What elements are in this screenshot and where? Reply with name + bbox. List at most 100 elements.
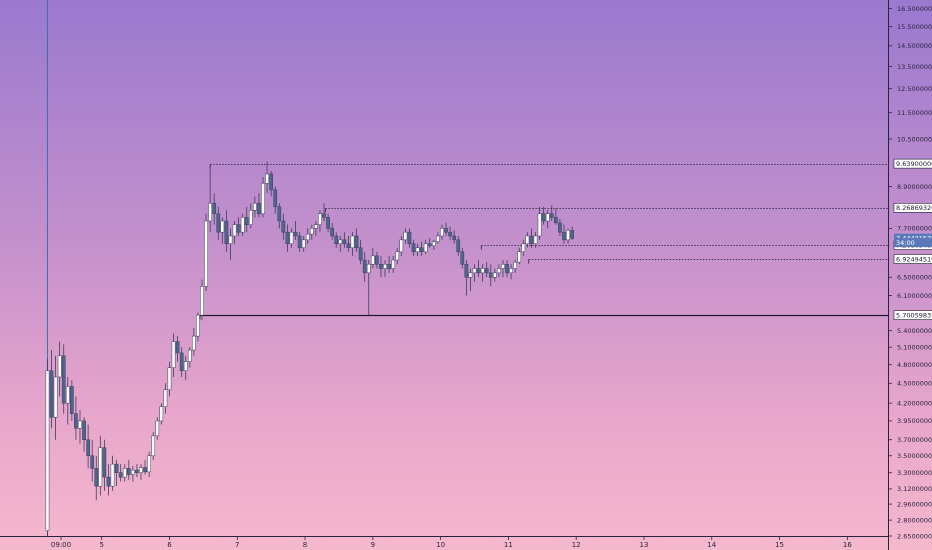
candle — [452, 230, 457, 244]
candle — [488, 264, 493, 287]
level-tag-label: 8.26869320 — [896, 204, 932, 212]
candle — [82, 417, 86, 452]
candle — [334, 232, 339, 248]
candle — [151, 432, 156, 460]
candle-body — [53, 376, 58, 418]
candle — [570, 226, 574, 240]
candle — [277, 203, 282, 229]
candle — [472, 264, 477, 282]
candle — [501, 260, 505, 278]
candle — [261, 177, 265, 218]
candle-body — [114, 463, 119, 473]
candle-body — [379, 263, 383, 269]
time-tick-label: 8 — [303, 541, 307, 549]
price-tick-label: 4.80000000 — [897, 361, 932, 369]
candle-body — [480, 268, 485, 274]
candle-body — [57, 355, 62, 378]
candle-body — [167, 367, 172, 391]
candle — [228, 228, 233, 261]
candle — [200, 279, 204, 321]
candle-body — [436, 235, 440, 243]
candle — [102, 439, 107, 491]
candle-body — [253, 203, 257, 211]
candle-body — [444, 228, 448, 233]
candle-body — [179, 352, 184, 372]
candle-body — [501, 263, 505, 269]
candle-body — [135, 469, 139, 473]
candle — [114, 459, 119, 487]
candle-body — [468, 272, 473, 278]
candle-body — [330, 228, 335, 237]
candle — [248, 203, 253, 229]
candle — [265, 161, 269, 194]
candle — [366, 260, 371, 316]
candle-body — [338, 239, 343, 245]
candle-body — [70, 386, 74, 414]
candle-body — [358, 247, 363, 261]
candle — [163, 383, 168, 414]
candle — [314, 221, 318, 236]
candle-body — [159, 406, 164, 422]
candle — [415, 243, 420, 256]
candle-body — [322, 213, 326, 218]
candle — [53, 355, 58, 440]
candle — [131, 465, 135, 482]
candle-body — [553, 217, 558, 224]
candle — [427, 237, 432, 248]
candle-body — [82, 420, 86, 440]
price-tick-label: 5.10000000 — [897, 344, 932, 352]
candle — [90, 439, 95, 482]
candle — [497, 264, 501, 278]
candle-body — [362, 259, 367, 274]
candle-body — [549, 213, 554, 218]
candle-body — [147, 455, 151, 473]
candle-body — [399, 239, 404, 253]
candle — [318, 210, 322, 233]
candle-body — [497, 268, 501, 274]
candle-body — [200, 286, 204, 316]
candle — [183, 355, 188, 381]
candle-body — [391, 259, 396, 269]
candle-body — [171, 341, 176, 368]
candle-body — [106, 476, 111, 487]
candle-body — [122, 468, 127, 478]
candle-body — [183, 361, 188, 372]
candle-body — [273, 189, 278, 208]
candle-body — [65, 386, 70, 404]
price-tick-label: 3.12000000 — [897, 485, 932, 493]
candle-body — [558, 222, 562, 233]
candle-body — [318, 213, 322, 225]
candle — [106, 464, 111, 496]
price-tag — [894, 238, 932, 248]
candle-body — [566, 230, 570, 241]
candle-body — [423, 243, 428, 253]
candle-body — [212, 203, 217, 215]
candle — [553, 208, 558, 225]
time-tick-label: 9 — [371, 541, 375, 549]
candle-body — [342, 239, 347, 245]
candle-body — [521, 243, 526, 253]
candle — [86, 424, 90, 469]
candle-body — [281, 220, 286, 233]
candle — [411, 239, 416, 256]
candle-body — [464, 263, 469, 278]
candle — [440, 224, 444, 240]
candle-body — [517, 251, 522, 263]
price-tick-label: 4.20000000 — [897, 399, 932, 407]
price-tick-label: 2.96000000 — [897, 500, 932, 508]
candle — [289, 228, 294, 248]
time-axis: 09:00 5 6 7 8 9 10 11 12 13 14 15 16 — [0, 536, 888, 549]
candle-body — [102, 447, 107, 478]
candle-body — [240, 217, 245, 233]
price-tick-label: 16.50000000 — [897, 5, 932, 13]
candle — [192, 328, 196, 356]
candle-body — [354, 235, 359, 249]
time-tick-label: 09:00 — [51, 541, 71, 549]
candle-body — [541, 213, 546, 222]
candle — [175, 336, 180, 362]
candle — [525, 232, 530, 248]
candle — [436, 232, 440, 244]
candle-body — [448, 231, 452, 237]
